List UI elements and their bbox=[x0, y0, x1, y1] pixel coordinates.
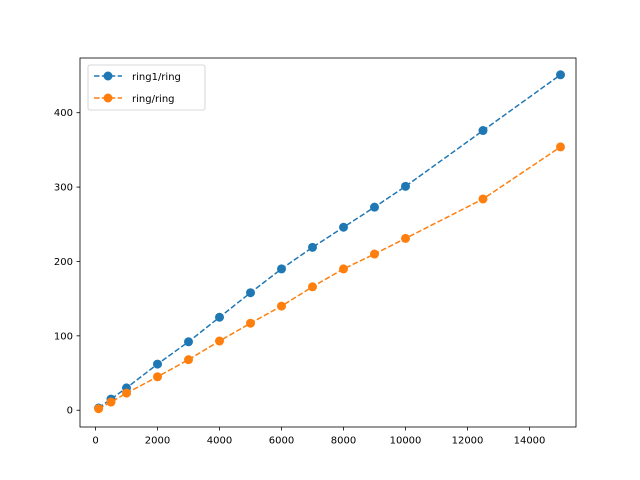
series-line-2 bbox=[98, 146, 561, 410]
series-1-point bbox=[308, 242, 317, 252]
series-2-point bbox=[153, 372, 162, 382]
series-2-point bbox=[556, 142, 565, 152]
series-2-point bbox=[122, 388, 131, 398]
y-tick-label: 400 bbox=[54, 108, 73, 119]
series-line-1 bbox=[98, 74, 561, 409]
series-2-point bbox=[184, 355, 193, 365]
series-2-point bbox=[401, 233, 410, 243]
x-tick-label: 10000 bbox=[390, 436, 422, 447]
y-tick-label: 300 bbox=[54, 183, 73, 194]
series-2-point bbox=[370, 249, 379, 259]
series-1-point bbox=[401, 181, 410, 191]
series-1-point bbox=[556, 70, 565, 80]
x-tick-label: 8000 bbox=[331, 436, 356, 447]
y-tick-label: 200 bbox=[54, 257, 73, 268]
series-1-point bbox=[277, 264, 286, 274]
axes-frame bbox=[79, 57, 577, 428]
series-1-point bbox=[153, 359, 162, 369]
series-1-point bbox=[478, 126, 488, 136]
series-1-point bbox=[184, 337, 193, 347]
series-1-point bbox=[215, 312, 224, 322]
x-tick-label: 14000 bbox=[514, 436, 546, 447]
x-tick-label: 0 bbox=[92, 436, 98, 447]
legend-label-1: ring1/ring bbox=[132, 72, 181, 83]
x-tick-label: 4000 bbox=[207, 436, 232, 447]
y-tick-label: 0 bbox=[67, 406, 73, 417]
legend-marker-1 bbox=[103, 71, 113, 81]
legend-marker-2 bbox=[103, 93, 113, 103]
x-tick-label: 6000 bbox=[269, 436, 294, 447]
legend-label-2: ring/ring bbox=[132, 94, 175, 105]
series-1-point bbox=[246, 288, 255, 298]
x-tick-label: 12000 bbox=[452, 436, 484, 447]
legend-box bbox=[87, 64, 206, 111]
axes: 0 2000 4000 6000 8000 10000 12000 14000 0 100 200 3… bbox=[54, 57, 577, 447]
series-2-point bbox=[339, 264, 348, 274]
series-2-point bbox=[277, 301, 286, 311]
y-tick-label: 100 bbox=[54, 331, 73, 342]
series-2-point bbox=[246, 318, 255, 328]
series-1-point bbox=[370, 202, 379, 212]
series-2-point bbox=[478, 194, 488, 204]
plot-area bbox=[94, 70, 565, 414]
legend: ring1/ring ring/ring bbox=[87, 64, 206, 111]
series-2-point bbox=[308, 282, 317, 292]
series-2-point bbox=[106, 397, 116, 407]
series-1-point bbox=[339, 222, 348, 232]
x-tick-label: 2000 bbox=[145, 436, 170, 447]
series-2-point bbox=[215, 336, 224, 346]
series-2-point bbox=[94, 404, 104, 414]
